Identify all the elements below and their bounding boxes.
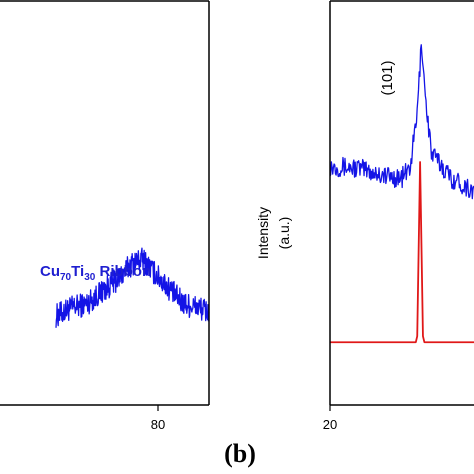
panel-b-x-tick-label-20: 20 — [323, 417, 337, 432]
panel-a-plot-area — [55, 247, 210, 328]
panel-b-ylabel-line2: (a.u.) — [276, 217, 292, 250]
panel-b-series-0-measured-pattern — [329, 44, 474, 200]
panel-b: 20 Intensity (a.u.) (101) — [255, 0, 474, 432]
panel-b-x-ticks: 20 — [323, 405, 337, 432]
panel-a-series-0-measured-pattern — [55, 247, 210, 328]
panel-a: 80 Cu70Ti30 Ribbon — [0, 0, 210, 432]
panel-a-x-tick-label-80: 80 — [151, 417, 165, 432]
panel-b-series-1-reference-pattern — [330, 161, 474, 344]
panel-a-x-ticks: 80 — [151, 405, 165, 432]
panel-b-plot-area — [329, 44, 474, 344]
peak-label-101: (101) — [379, 60, 396, 95]
panel-letter-b: (b) — [224, 439, 256, 468]
panel-b-ylabel-line1: Intensity — [255, 207, 271, 259]
ribbon-annotation: Cu70Ti30 Ribbon — [40, 263, 151, 283]
